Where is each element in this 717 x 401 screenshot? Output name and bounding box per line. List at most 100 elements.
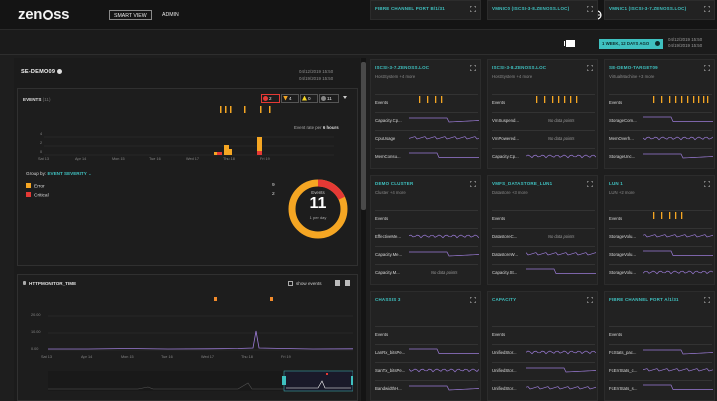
metric-row[interactable]: Capacity.Cp... xyxy=(375,112,479,126)
events-menu-icon[interactable] xyxy=(343,96,347,99)
metric-row[interactable]: DatastoreC... No data points xyxy=(492,228,595,242)
metric-row[interactable]: LanRx_bitsPe... xyxy=(375,344,479,358)
metric-row[interactable]: StorageCom... xyxy=(609,112,713,126)
events-donut[interactable] xyxy=(287,178,349,240)
pin-icon[interactable] xyxy=(23,281,26,285)
thumbs-up-icon[interactable] xyxy=(335,280,340,286)
info-icon[interactable] xyxy=(57,69,63,75)
metric-row[interactable]: StorageVolu... xyxy=(609,246,713,260)
expand-icon[interactable] xyxy=(587,6,593,12)
metric-row[interactable]: Capacity.Me... xyxy=(375,246,479,260)
component-tile[interactable]: VMFS_DATASTORE_LUN1 Datastore +3 more Even… xyxy=(487,175,598,285)
show-events-toggle[interactable]: show events xyxy=(288,281,322,286)
component-tile[interactable]: FIBRE CHANNEL PORT B/1/31 xyxy=(370,0,481,20)
tile-title[interactable]: FIBRE CHANNEL PORT A/1/31 xyxy=(609,297,679,302)
tile-title[interactable]: SE-DEMO-TARGET09 xyxy=(609,65,658,70)
metric-row[interactable]: FcErrStats_c... xyxy=(609,362,713,376)
tile-title[interactable]: ISCSI-3-8.ZENOSS.LOC xyxy=(492,65,547,70)
metric-row[interactable]: MemOverh... xyxy=(609,130,713,144)
component-tile[interactable]: VMNIC1 (ISCSI-3-7.ZENOSS.LOC) xyxy=(604,0,715,20)
component-tile[interactable]: DEMO CLUSTER Cluster +4 more Events Effecti… xyxy=(370,175,481,285)
info-badge[interactable]: 11 xyxy=(319,94,339,103)
presentation-icon[interactable] xyxy=(564,40,575,47)
tab-smart-view[interactable]: SMART VIEW xyxy=(109,10,152,20)
component-tile[interactable]: LUN 1 LUN +2 more Events StorageVolu... Stor… xyxy=(604,175,715,285)
metric-row[interactable]: FcErrStats_s... xyxy=(609,380,713,394)
component-tile[interactable]: CAPACITY Events UnifiedStor... UnifiedStor.… xyxy=(487,291,598,401)
show-events-checkbox[interactable] xyxy=(288,281,293,286)
tile-title[interactable]: VMFS_DATASTORE_LUN1 xyxy=(492,181,553,186)
metric-row[interactable]: UnifiedStor... xyxy=(492,362,596,376)
metric-row[interactable]: Events xyxy=(609,326,712,340)
tile-more[interactable]: +4 more xyxy=(516,74,533,79)
expand-icon[interactable] xyxy=(470,65,476,71)
legend-item-error[interactable]: Error xyxy=(26,183,45,190)
metric-row[interactable]: BandwidthH... xyxy=(375,380,479,394)
metric-row[interactable]: Events xyxy=(492,94,595,108)
tile-more[interactable]: +4 more xyxy=(389,190,406,195)
metric-row[interactable]: DatastoreW... xyxy=(492,246,596,260)
scrollbar[interactable] xyxy=(361,58,366,401)
tile-more[interactable]: +2 more xyxy=(618,190,635,195)
metric-row[interactable]: StorageVolu... xyxy=(609,264,713,278)
metric-row[interactable]: StorageVolu... xyxy=(609,228,713,242)
component-tile[interactable]: FIBRE CHANNEL PORT A/1/31 Events FcStats_p… xyxy=(604,291,715,401)
group-by-dropdown[interactable]: EVENT SEVERITY xyxy=(47,171,87,176)
tile-title[interactable]: DEMO CLUSTER xyxy=(375,181,414,186)
expand-icon[interactable] xyxy=(704,181,710,187)
metric-row[interactable]: Capacity.Cp... xyxy=(492,148,596,162)
expand-icon[interactable] xyxy=(587,65,593,71)
tile-more[interactable]: +3 more xyxy=(511,190,528,195)
metric-row[interactable]: UnifiedStor... xyxy=(492,380,596,394)
metric-row[interactable]: Capacity.St... xyxy=(492,264,596,278)
component-tile[interactable]: ISCSI-3-7.ZENOSS.LOC HostSystem +4 more Ev… xyxy=(370,59,481,169)
metric-row[interactable]: EffectiveMe... xyxy=(375,228,479,242)
metric-row[interactable]: Capacity.M... No data points xyxy=(375,264,478,278)
metric-row[interactable]: Events xyxy=(492,326,595,340)
tile-title[interactable]: CAPACITY xyxy=(492,297,517,302)
error-badge[interactable]: 4 xyxy=(281,94,299,103)
expand-icon[interactable] xyxy=(587,297,593,303)
expand-icon[interactable] xyxy=(704,65,710,71)
scrollbar-thumb[interactable] xyxy=(361,62,366,210)
warning-badge[interactable]: 0 xyxy=(300,94,318,103)
metric-row[interactable]: MemConsu... xyxy=(375,148,479,162)
component-tile[interactable]: CHASSIS 3 Events LanRx_bitsPe... SanTx_bits… xyxy=(370,291,481,401)
expand-icon[interactable] xyxy=(470,297,476,303)
tile-title[interactable]: VMNIC0 (ISCSI-3-8.ZENOSS.LOC) xyxy=(492,6,570,11)
expand-icon[interactable] xyxy=(470,6,476,12)
metric-row[interactable]: SanTx_bitsPe... xyxy=(375,362,479,376)
metric-row[interactable]: Events xyxy=(375,326,478,340)
legend-item-critical[interactable]: Critical xyxy=(26,192,49,199)
tile-more[interactable]: +4 more xyxy=(399,74,416,79)
metric-row[interactable]: UnifiedStor... xyxy=(492,344,596,358)
thumbs-down-icon[interactable] xyxy=(345,280,350,286)
component-tile[interactable]: ISCSI-3-8.ZENOSS.LOC HostSystem +4 more Ev… xyxy=(487,59,598,169)
metric-row[interactable]: Events xyxy=(609,210,712,224)
metric-row[interactable]: Events xyxy=(375,210,478,224)
metric-row[interactable]: VmPowered... No data points xyxy=(492,130,595,144)
expand-icon[interactable] xyxy=(704,297,710,303)
zenoss-logo[interactable]: zen ss xyxy=(18,6,70,23)
tab-admin[interactable]: ADMIN xyxy=(162,12,179,18)
component-tile[interactable]: VMNIC0 (ISCSI-3-8.ZENOSS.LOC) xyxy=(487,0,598,20)
tile-more[interactable]: +3 more xyxy=(638,74,655,79)
tile-title[interactable]: FIBRE CHANNEL PORT B/1/31 xyxy=(375,6,445,11)
expand-icon[interactable] xyxy=(470,181,476,187)
metric-row[interactable]: VmSuspend... No data points xyxy=(492,112,595,126)
metric-row[interactable]: Events xyxy=(492,210,595,224)
expand-icon[interactable] xyxy=(587,181,593,187)
tile-title[interactable]: LUN 1 xyxy=(609,181,624,186)
tile-title[interactable]: VMNIC1 (ISCSI-3-7.ZENOSS.LOC) xyxy=(609,6,687,11)
metric-row[interactable]: FcStats_pac... xyxy=(609,344,713,358)
metric-row[interactable]: Events xyxy=(375,94,478,108)
time-range-button[interactable]: 1 WEEK, 12 DAYS AGO xyxy=(599,39,663,49)
metric-row[interactable]: Events xyxy=(609,94,712,108)
tile-title[interactable]: CHASSIS 3 xyxy=(375,297,401,302)
component-tile[interactable]: SE-DEMO-TARGET09 VirtualMachine +3 more Ev… xyxy=(604,59,715,169)
expand-icon[interactable] xyxy=(704,6,710,12)
metric-row[interactable]: CpuUsage xyxy=(375,130,479,144)
metric-row[interactable]: StorageUnc... xyxy=(609,148,713,162)
tile-title[interactable]: ISCSI-3-7.ZENOSS.LOC xyxy=(375,65,430,70)
critical-badge[interactable]: 2 xyxy=(261,94,280,103)
